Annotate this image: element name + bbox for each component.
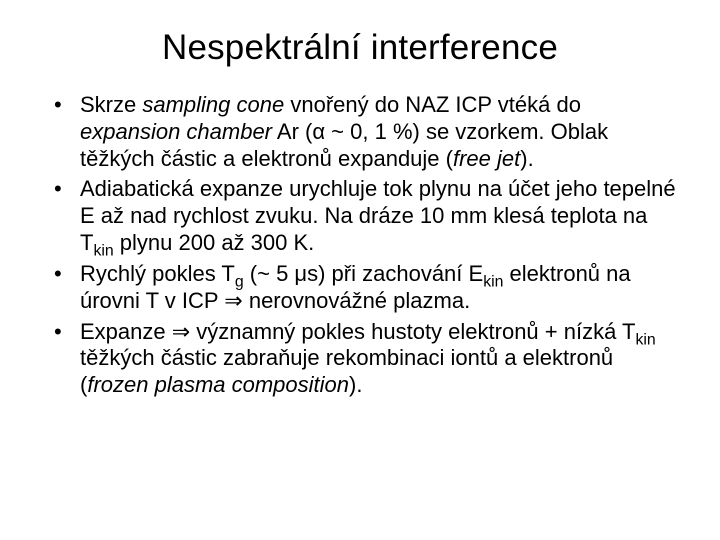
- slide: Nespektrální interference Skrze sampling…: [0, 0, 720, 540]
- bullet-list: Skrze sampling cone vnořený do NAZ ICP v…: [44, 92, 676, 399]
- bullet-item: Rychlý pokles Tg (~ 5 μs) při zachování …: [54, 261, 676, 315]
- slide-title: Nespektrální interference: [44, 28, 676, 68]
- bullet-item: Adiabatická expanze urychluje tok plynu …: [54, 176, 676, 256]
- bullet-item: Expanze ⇒ významný pokles hustoty elektr…: [54, 319, 676, 399]
- bullet-item: Skrze sampling cone vnořený do NAZ ICP v…: [54, 92, 676, 172]
